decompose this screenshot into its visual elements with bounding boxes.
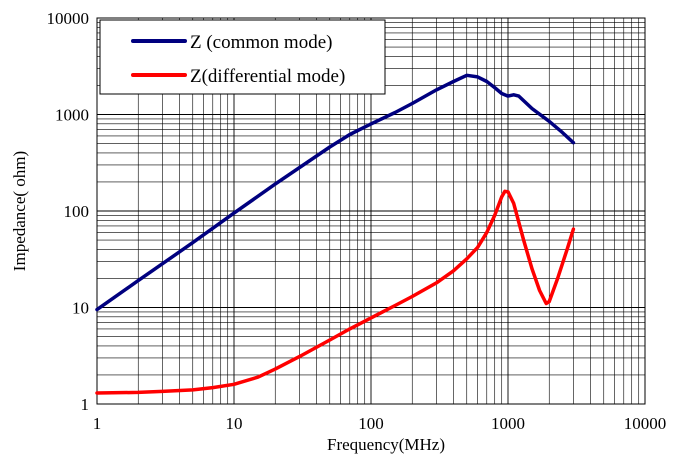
data-point-differential-mode — [257, 376, 259, 378]
data-point-common-mode — [513, 94, 515, 96]
data-point-differential-mode — [466, 258, 468, 260]
data-point-common-mode — [453, 81, 454, 82]
data-point-differential-mode — [494, 214, 496, 216]
legend-box — [99, 19, 386, 95]
data-point-common-mode — [548, 120, 550, 122]
data-point-common-mode — [349, 134, 351, 135]
data-point-common-mode — [501, 93, 503, 94]
data-point-differential-mode — [548, 301, 550, 303]
data-point-differential-mode — [349, 328, 351, 330]
data-point-common-mode — [518, 95, 520, 97]
data-point-common-mode — [137, 280, 139, 282]
x-tick-label: 1 — [93, 414, 102, 433]
data-point-common-mode — [531, 108, 533, 110]
data-point-common-mode — [494, 87, 496, 89]
series-line-differential-mode — [95, 189, 576, 395]
data-point-common-mode — [477, 76, 479, 78]
y-tick-label: 10000 — [47, 9, 90, 28]
x-axis-title: Frequency(MHz) — [327, 435, 445, 454]
data-point-differential-mode — [435, 282, 437, 284]
data-point-common-mode — [435, 89, 437, 91]
data-point-differential-mode — [161, 390, 163, 392]
data-point-differential-mode — [96, 392, 98, 394]
data-point-common-mode — [329, 146, 331, 148]
data-point-differential-mode — [192, 389, 194, 391]
data-point-differential-mode — [233, 383, 235, 385]
data-point-common-mode — [562, 132, 563, 134]
data-point-differential-mode — [557, 278, 559, 279]
y-tick-label: 10 — [72, 299, 89, 318]
data-point-differential-mode — [501, 196, 503, 198]
data-point-differential-mode — [298, 356, 300, 358]
y-tick-label: 1 — [81, 395, 90, 414]
y-axis-title: Impedance( ohm) — [10, 151, 29, 271]
data-point-common-mode — [96, 309, 98, 311]
data-point-differential-mode — [507, 191, 509, 193]
data-point-common-mode — [486, 81, 488, 82]
data-point-differential-mode — [566, 248, 568, 250]
data-point-common-mode — [572, 142, 574, 144]
data-point-common-mode — [394, 112, 396, 113]
data-point-differential-mode — [531, 268, 533, 270]
tick-labels: 1 10 100 1000 10000 1 10 100 1000 10000 — [47, 9, 667, 433]
data-point-differential-mode — [394, 305, 396, 306]
data-point-differential-mode — [477, 246, 479, 248]
data-point-common-mode — [274, 183, 276, 185]
data-point-differential-mode — [329, 339, 331, 341]
data-point-differential-mode — [572, 228, 574, 230]
data-point-differential-mode — [453, 270, 454, 272]
data-point-differential-mode — [539, 290, 541, 291]
y-tick-label: 1000 — [55, 106, 89, 125]
data-point-common-mode — [411, 103, 413, 104]
y-tick-label: 100 — [64, 202, 90, 221]
data-point-common-mode — [507, 95, 509, 97]
plot-area-frame — [96, 17, 646, 405]
data-point-common-mode — [466, 74, 468, 76]
data-point-differential-mode — [545, 303, 547, 304]
series-line-common-mode — [95, 73, 576, 312]
x-tick-label: 10 — [226, 414, 243, 433]
x-tick-label: 10000 — [624, 414, 667, 433]
series-layer — [95, 73, 576, 395]
data-point-common-mode — [370, 123, 372, 125]
data-point-common-mode — [233, 212, 235, 214]
legend-label-differential-mode: Z(differential mode) — [190, 66, 345, 87]
data-point-common-mode — [192, 242, 194, 244]
x-tick-label: 100 — [358, 414, 384, 433]
data-point-differential-mode — [411, 296, 413, 297]
data-point-differential-mode — [274, 368, 276, 370]
data-point-differential-mode — [137, 391, 139, 393]
data-point-differential-mode — [523, 239, 525, 241]
data-point-differential-mode — [513, 202, 515, 204]
legend: Z (common mode) Z(differential mode) — [99, 19, 386, 95]
data-point-differential-mode — [212, 387, 214, 389]
data-point-differential-mode — [370, 317, 372, 319]
legend-label-common-mode: Z (common mode) — [190, 32, 332, 53]
data-point-differential-mode — [504, 190, 506, 192]
data-point-differential-mode — [486, 231, 488, 233]
x-tick-label: 1000 — [491, 414, 525, 433]
